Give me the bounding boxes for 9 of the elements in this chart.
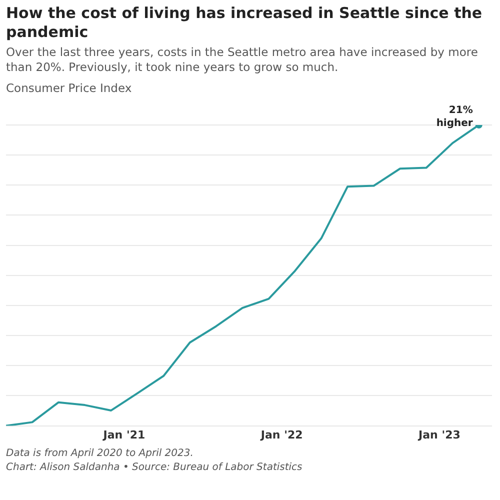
chart-title: How the cost of living has increased in Seattle since the pandemic <box>6 4 484 42</box>
y-axis-title: Consumer Price Index <box>6 81 133 95</box>
x-tick-label: Jan '21 <box>102 428 146 442</box>
text: Data is from April 2020 to April 2023. <box>6 447 194 461</box>
x-tick-label: Jan '22 <box>260 428 303 442</box>
annotation: 21% higher <box>436 105 473 129</box>
text: Chart: Alison Saldanha • Source: Bureau of Labor Statistics <box>6 461 304 475</box>
chart-subtitle: Over the last three years, costs in the Seattle metro area have increased by more than 20%. Previously, it took nine years to grow so much. <box>6 45 479 75</box>
x-tick-label: Jan '23 <box>418 428 460 442</box>
